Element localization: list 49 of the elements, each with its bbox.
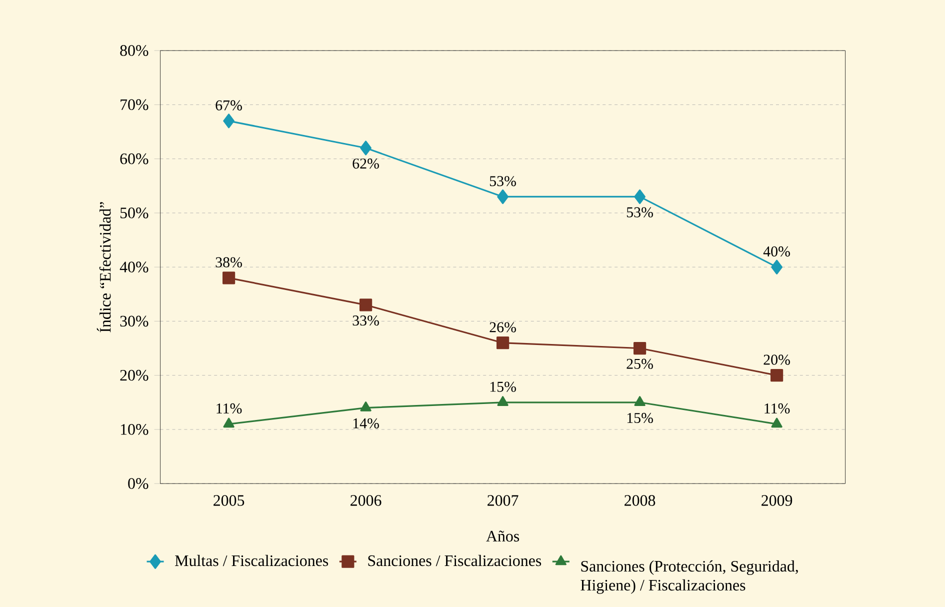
point — [360, 402, 372, 412]
x-tick-label: 2005 — [214, 495, 244, 506]
y-tick-label: 50% — [120, 208, 148, 218]
point — [223, 114, 234, 128]
data-label: 14% — [353, 418, 379, 428]
point — [634, 342, 646, 355]
x-tick-label: 2006 — [350, 495, 382, 506]
data-label: 11% — [764, 403, 790, 414]
y-tick-label: 60% — [120, 153, 148, 164]
y-tick-label: 40% — [120, 262, 148, 272]
y-tick-label: 0% — [128, 478, 148, 489]
legend-label: Sanciones (Protección, Seguridad, Higiene) / Fiscalizaciones — [580, 560, 798, 594]
point — [634, 189, 646, 204]
data-label: 11% — [216, 403, 242, 414]
data-label: 25% — [626, 358, 653, 369]
y-tick-label: 30% — [120, 316, 148, 327]
legend-label: Multas / Fiscalizaciones — [175, 554, 328, 566]
x-tick-label: 2009 — [762, 495, 792, 506]
data-label: 33% — [352, 315, 379, 326]
data-label: 15% — [490, 382, 516, 392]
point — [360, 298, 372, 312]
data-label: 62% — [352, 158, 379, 169]
x-tick-label: 2008 — [624, 495, 656, 506]
y-tick-label: 80% — [120, 45, 148, 56]
y-tick-label: 70% — [120, 99, 148, 110]
data-label: 26% — [490, 322, 516, 332]
y-tick-label: 10% — [120, 424, 148, 435]
y-tick-label: 20% — [120, 370, 148, 381]
data-label: 53% — [626, 207, 653, 218]
point — [771, 418, 782, 428]
data-label: 38% — [216, 257, 242, 268]
x-axis-title: Años — [486, 530, 520, 542]
point — [634, 396, 646, 406]
point — [496, 336, 510, 350]
point — [770, 369, 784, 382]
point — [771, 260, 782, 274]
point — [497, 396, 508, 406]
point — [497, 189, 508, 204]
y-axis-title: Índice “Efectividad” — [96, 202, 111, 332]
data-label: 15% — [627, 412, 653, 424]
data-label: 67% — [216, 100, 242, 110]
data-label: 40% — [763, 246, 790, 257]
data-label: 20% — [764, 354, 790, 365]
x-tick-label: 2007 — [488, 495, 518, 506]
point — [222, 272, 236, 284]
data-label: 53% — [490, 176, 516, 186]
point — [223, 418, 234, 428]
legend-label: Sanciones / Fiscalizaciones — [368, 554, 542, 566]
point — [360, 140, 372, 156]
